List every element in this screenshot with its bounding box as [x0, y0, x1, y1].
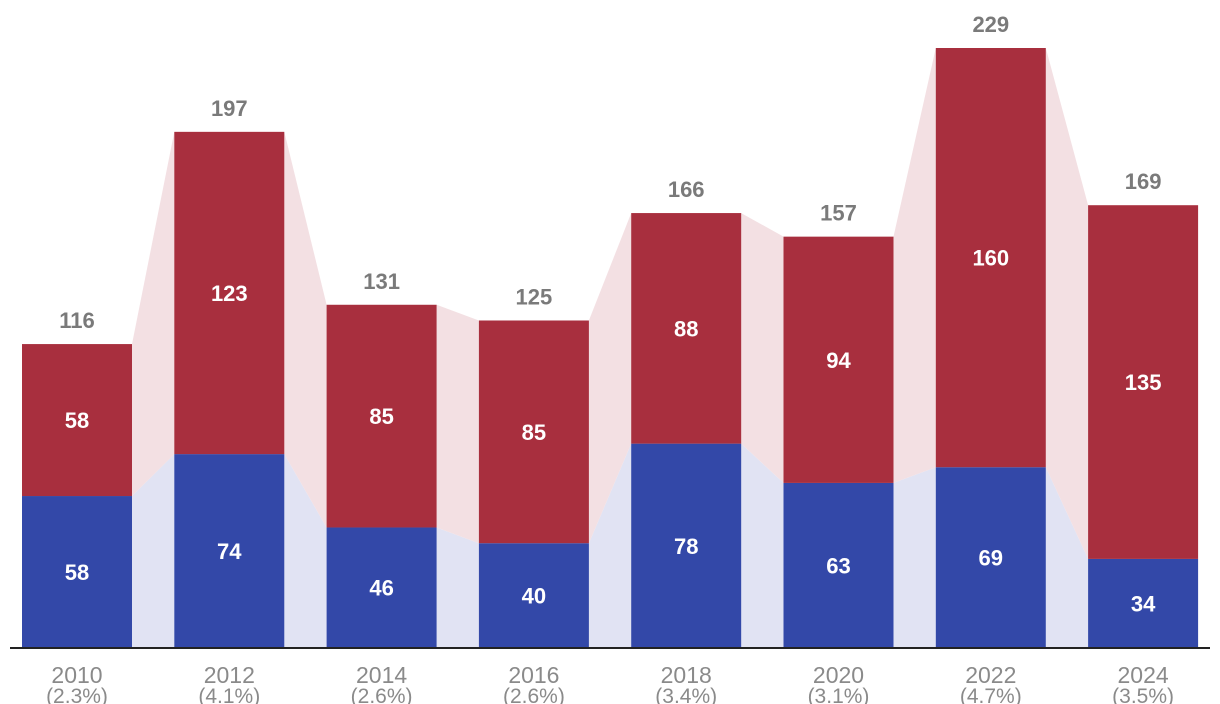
bar-segment-lower — [631, 443, 742, 648]
bar-total-label: 229 — [972, 12, 1009, 37]
x-tick-label: 2018 — [661, 662, 712, 688]
bar-segment-upper — [1088, 205, 1199, 559]
connector-band-upper — [1045, 48, 1089, 559]
x-tick-label: 2014 — [356, 662, 407, 688]
x-tick-sublabel: (3.5%) — [1112, 685, 1174, 704]
bar-value-label-lower: 69 — [979, 546, 1003, 571]
bar-segment-upper — [783, 236, 894, 483]
x-tick-sublabel: (2.6%) — [503, 685, 565, 704]
bar-total-label: 116 — [59, 308, 95, 333]
bar-segment-lower — [783, 482, 894, 648]
bar-value-label-upper: 85 — [369, 404, 393, 429]
bar-value-label-upper: 94 — [826, 348, 851, 373]
bar-value-label-lower: 58 — [65, 560, 89, 585]
connector-band-upper — [588, 213, 632, 544]
connector-band-lower — [588, 443, 632, 648]
bar-total-label: 169 — [1125, 169, 1162, 194]
bar-segment-upper — [174, 131, 285, 455]
bar-value-label-upper: 160 — [972, 246, 1009, 271]
connector-band-lower — [132, 454, 175, 648]
x-tick-sublabel: (4.7%) — [960, 685, 1022, 704]
connector-band-lower — [741, 443, 784, 648]
bar-total-label: 197 — [211, 96, 248, 121]
bar-segment-upper — [631, 213, 742, 444]
bar-segment-upper — [935, 48, 1046, 468]
bar-value-label-upper: 58 — [65, 408, 89, 433]
bar-value-label-upper: 85 — [522, 420, 546, 445]
connector-band-upper — [284, 131, 327, 528]
bar-segment-lower — [326, 527, 437, 648]
bar-segment-lower — [174, 454, 285, 648]
bar-segment-upper — [478, 320, 589, 544]
bar-value-label-lower: 63 — [826, 553, 850, 578]
bar-value-label-upper: 123 — [211, 281, 248, 306]
bar-value-label-lower: 34 — [1131, 591, 1156, 616]
x-tick-sublabel: (2.6%) — [351, 685, 413, 704]
connector-bands — [132, 48, 1089, 648]
bar-segment-lower — [935, 467, 1046, 648]
bar-segment-upper — [22, 344, 132, 497]
bar-segment-lower — [478, 543, 589, 648]
bar-segment-lower — [22, 496, 132, 648]
bar-total-label: 166 — [668, 177, 705, 202]
bar-segment-upper — [326, 304, 437, 528]
bar-value-label-lower: 40 — [522, 584, 546, 609]
bar-value-label-upper: 88 — [674, 316, 698, 341]
x-tick-sublabel: (4.1%) — [198, 685, 260, 704]
x-tick-label: 2024 — [1118, 662, 1169, 688]
x-tick-sublabel: (2.3%) — [46, 685, 108, 704]
x-tick-label: 2020 — [813, 662, 864, 688]
x-tick-label: 2010 — [51, 662, 102, 688]
x-tick-label: 2022 — [965, 662, 1016, 688]
x-tick-label: 2016 — [508, 662, 559, 688]
x-tick-sublabel: (3.1%) — [808, 685, 870, 704]
connector-band-lower — [436, 527, 479, 648]
bar-value-label-lower: 78 — [674, 534, 698, 559]
x-axis-ticks: 2010(2.3%)2012(4.1%)2014(2.6%)2016(2.6%)… — [46, 662, 1174, 704]
bar-value-label-lower: 46 — [369, 576, 393, 601]
x-tick-sublabel: (3.4%) — [655, 685, 717, 704]
bar-segment-lower — [1088, 558, 1199, 648]
connector-band-upper — [132, 131, 175, 497]
bar-total-label: 157 — [820, 201, 857, 226]
connector-band-lower — [1045, 467, 1089, 648]
connector-band-lower — [284, 454, 327, 648]
data-labels: 58 58 116 74 123 197 46 85 131 40 85 125 78 88 166 63 94… — [59, 12, 1161, 616]
bar-value-label-upper: 135 — [1125, 370, 1162, 395]
connector-band-upper — [436, 304, 479, 544]
bar-total-label: 125 — [516, 284, 553, 309]
x-tick-label: 2012 — [204, 662, 255, 688]
connector-band-upper — [893, 48, 936, 483]
connector-band-lower — [893, 467, 936, 648]
bar-value-label-lower: 74 — [217, 539, 242, 564]
bars — [22, 48, 1199, 648]
connector-band-upper — [741, 213, 784, 483]
bar-total-label: 131 — [363, 269, 400, 294]
